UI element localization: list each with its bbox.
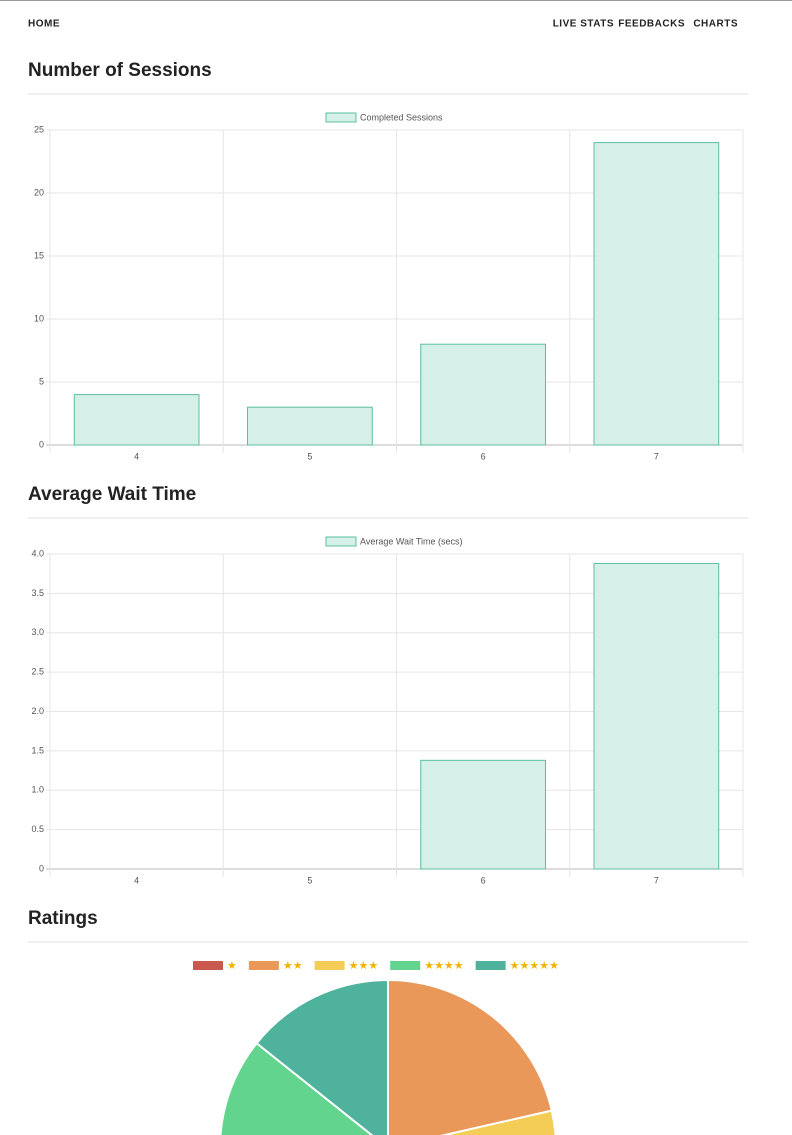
legend-swatch [314,961,345,970]
y-tick-label: 2.5 [31,667,44,677]
legend-label: Average Wait Time (secs) [360,536,463,546]
section-title: Ratings [28,908,98,929]
y-tick-label: 1.5 [31,745,44,755]
legend-swatch [193,961,223,970]
nav-link[interactable]: LIVE STATS [553,19,614,30]
section-title: Number of Sessions [28,60,212,81]
legend-swatch [390,961,421,970]
legend-label: ★★★★★ [510,960,559,972]
x-tick-label: 4 [134,875,139,885]
legend-label: ★★ [283,960,303,972]
x-tick-label: 6 [481,875,486,885]
nav-link[interactable]: CHARTS [693,19,738,30]
y-tick-label: 3.5 [31,588,44,598]
pie-slice [219,1041,374,1135]
y-tick-label: 4.0 [31,548,44,558]
legend-swatch [475,961,506,970]
x-tick-label: 7 [654,451,659,461]
y-tick-label: 25 [34,124,44,134]
legend-swatch [248,961,279,970]
y-tick-label: 0.5 [31,824,44,834]
bar [593,142,720,446]
pie-slice [255,978,389,1135]
x-tick-label: 5 [307,875,312,885]
y-tick-label: 0 [39,863,44,873]
legend-label: ★★★ [349,960,379,972]
bar [73,394,200,446]
nav-link[interactable]: FEEDBACKS [618,19,685,30]
legend-label: Completed Sessions [360,112,443,122]
bar [420,759,546,870]
y-tick-label: 20 [34,187,44,197]
bar [420,343,546,446]
legend-label: ★★★★ [424,960,464,972]
y-tick-label: 1.0 [31,785,44,795]
x-tick-label: 5 [307,451,312,461]
x-tick-label: 7 [654,875,659,885]
y-tick-label: 15 [34,250,44,260]
x-tick-label: 6 [481,451,486,461]
y-tick-label: 5 [39,376,44,386]
pie-slice [440,1109,557,1135]
legend-label: ★ [227,960,237,972]
x-tick-label: 4 [134,451,139,461]
bar [593,562,720,870]
y-tick-label: 2.0 [31,706,44,716]
legend-swatch [325,112,357,123]
y-tick-label: 3.0 [31,627,44,637]
section-title: Average Wait Time [28,484,196,505]
legend-swatch [325,536,357,547]
bar [247,406,373,446]
y-tick-label: 0 [39,439,44,449]
nav-home[interactable]: HOME [28,19,60,30]
y-tick-label: 10 [34,313,44,323]
pie-slice [387,978,553,1135]
